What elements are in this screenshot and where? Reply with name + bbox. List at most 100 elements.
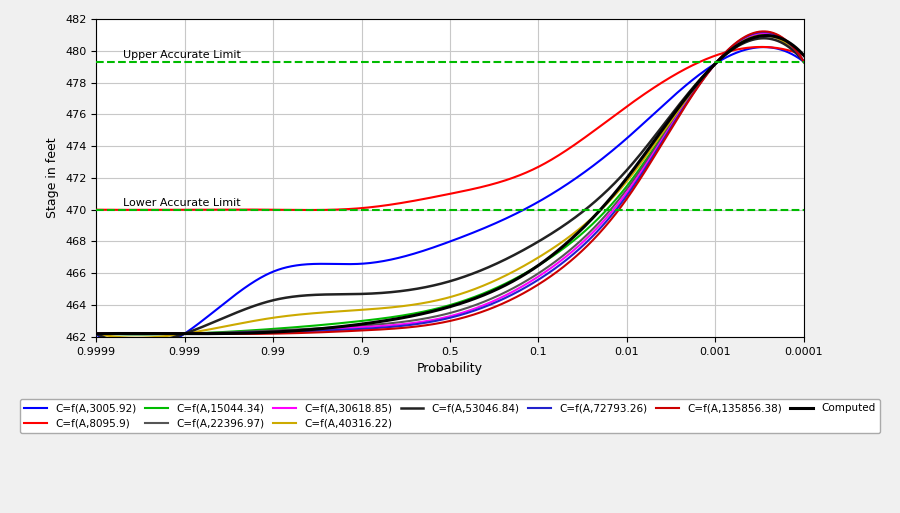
C=f(A,40316.22): [798, 59, 809, 65]
C=f(A,135856.38): [578, 247, 589, 253]
Computed: [91, 330, 102, 337]
C=f(A,22396.97): [164, 331, 175, 337]
C=f(A,72793.26): [644, 160, 654, 166]
Line: C=f(A,135856.38): C=f(A,135856.38): [96, 31, 804, 334]
C=f(A,53046.84): [403, 287, 414, 293]
C=f(A,22396.97): [403, 318, 414, 324]
C=f(A,3005.92): [131, 349, 142, 356]
C=f(A,8095.9): [163, 207, 174, 213]
C=f(A,15044.34): [644, 153, 654, 159]
C=f(A,53046.84): [164, 336, 175, 342]
C=f(A,30618.85): [758, 30, 769, 36]
C=f(A,40316.22): [91, 330, 102, 337]
C=f(A,30618.85): [155, 331, 166, 337]
C=f(A,72793.26): [656, 140, 667, 146]
C=f(A,53046.84): [644, 141, 654, 147]
C=f(A,15044.34): [91, 330, 102, 337]
C=f(A,135856.38): [403, 324, 414, 330]
C=f(A,30618.85): [644, 157, 654, 164]
C=f(A,8095.9): [578, 136, 589, 142]
C=f(A,72793.26): [164, 331, 175, 337]
C=f(A,15044.34): [133, 331, 144, 338]
C=f(A,3005.92): [644, 115, 654, 122]
C=f(A,135856.38): [230, 331, 241, 337]
Line: C=f(A,3005.92): C=f(A,3005.92): [96, 47, 804, 352]
C=f(A,53046.84): [91, 330, 102, 337]
Computed: [163, 330, 174, 337]
C=f(A,8095.9): [756, 44, 767, 50]
C=f(A,30618.85): [91, 330, 102, 337]
C=f(A,40316.22): [164, 332, 175, 339]
C=f(A,53046.84): [656, 124, 667, 130]
C=f(A,22396.97): [132, 331, 143, 338]
C=f(A,30618.85): [578, 239, 589, 245]
C=f(A,3005.92): [798, 59, 809, 65]
C=f(A,40316.22): [656, 131, 667, 137]
C=f(A,135856.38): [798, 59, 809, 65]
C=f(A,40316.22): [378, 305, 389, 311]
Computed: [378, 318, 389, 324]
Legend: C=f(A,3005.92), C=f(A,8095.9), C=f(A,15044.34), C=f(A,22396.97), C=f(A,30618.85): C=f(A,3005.92), C=f(A,8095.9), C=f(A,150…: [20, 399, 880, 433]
C=f(A,72793.26): [758, 29, 769, 35]
C=f(A,3005.92): [758, 44, 769, 50]
C=f(A,30618.85): [403, 321, 414, 327]
Line: C=f(A,40316.22): C=f(A,40316.22): [96, 35, 804, 338]
C=f(A,8095.9): [656, 80, 667, 86]
C=f(A,3005.92): [378, 258, 389, 264]
C=f(A,22396.97): [644, 155, 654, 161]
Line: C=f(A,53046.84): C=f(A,53046.84): [96, 38, 804, 343]
C=f(A,40316.22): [403, 302, 414, 308]
C=f(A,30618.85): [378, 323, 389, 329]
C=f(A,15044.34): [403, 311, 414, 318]
C=f(A,15044.34): [578, 230, 589, 236]
C=f(A,22396.97): [578, 235, 589, 242]
C=f(A,15044.34): [164, 331, 175, 337]
Line: C=f(A,22396.97): C=f(A,22396.97): [96, 34, 804, 334]
C=f(A,30618.85): [798, 59, 809, 65]
C=f(A,22396.97): [758, 31, 769, 37]
Computed: [761, 32, 772, 38]
C=f(A,3005.92): [578, 170, 589, 176]
C=f(A,8095.9): [798, 52, 809, 58]
C=f(A,15044.34): [656, 134, 667, 140]
C=f(A,53046.84): [378, 290, 389, 296]
C=f(A,8095.9): [304, 207, 315, 213]
C=f(A,135856.38): [656, 142, 667, 148]
C=f(A,135856.38): [378, 326, 389, 332]
Line: C=f(A,30618.85): C=f(A,30618.85): [96, 33, 804, 334]
Computed: [187, 330, 198, 337]
Line: C=f(A,72793.26): C=f(A,72793.26): [96, 32, 804, 334]
C=f(A,53046.84): [798, 59, 809, 65]
Text: Lower Accurate Limit: Lower Accurate Limit: [122, 198, 240, 208]
Computed: [798, 52, 809, 58]
C=f(A,3005.92): [164, 340, 175, 346]
C=f(A,53046.84): [578, 208, 589, 214]
C=f(A,135856.38): [91, 330, 102, 337]
C=f(A,40316.22): [578, 223, 589, 229]
C=f(A,30618.85): [164, 330, 175, 337]
C=f(A,72793.26): [578, 243, 589, 249]
Y-axis label: Stage in feet: Stage in feet: [47, 137, 59, 218]
C=f(A,53046.84): [758, 35, 769, 42]
C=f(A,53046.84): [131, 340, 142, 346]
Line: C=f(A,8095.9): C=f(A,8095.9): [96, 47, 804, 210]
C=f(A,3005.92): [656, 104, 667, 110]
Computed: [644, 146, 654, 152]
C=f(A,40316.22): [758, 32, 769, 38]
C=f(A,135856.38): [758, 28, 769, 34]
C=f(A,72793.26): [403, 322, 414, 328]
C=f(A,15044.34): [378, 315, 389, 322]
C=f(A,22396.97): [378, 321, 389, 327]
C=f(A,30618.85): [656, 137, 667, 144]
C=f(A,135856.38): [644, 162, 654, 168]
C=f(A,22396.97): [91, 330, 102, 337]
Computed: [656, 128, 667, 134]
C=f(A,40316.22): [644, 149, 654, 155]
C=f(A,15044.34): [758, 31, 769, 37]
Text: Upper Accurate Limit: Upper Accurate Limit: [122, 50, 240, 60]
C=f(A,72793.26): [91, 330, 102, 337]
C=f(A,8095.9): [644, 88, 654, 94]
C=f(A,72793.26): [134, 331, 145, 337]
C=f(A,135856.38): [163, 330, 174, 337]
C=f(A,15044.34): [798, 59, 809, 65]
